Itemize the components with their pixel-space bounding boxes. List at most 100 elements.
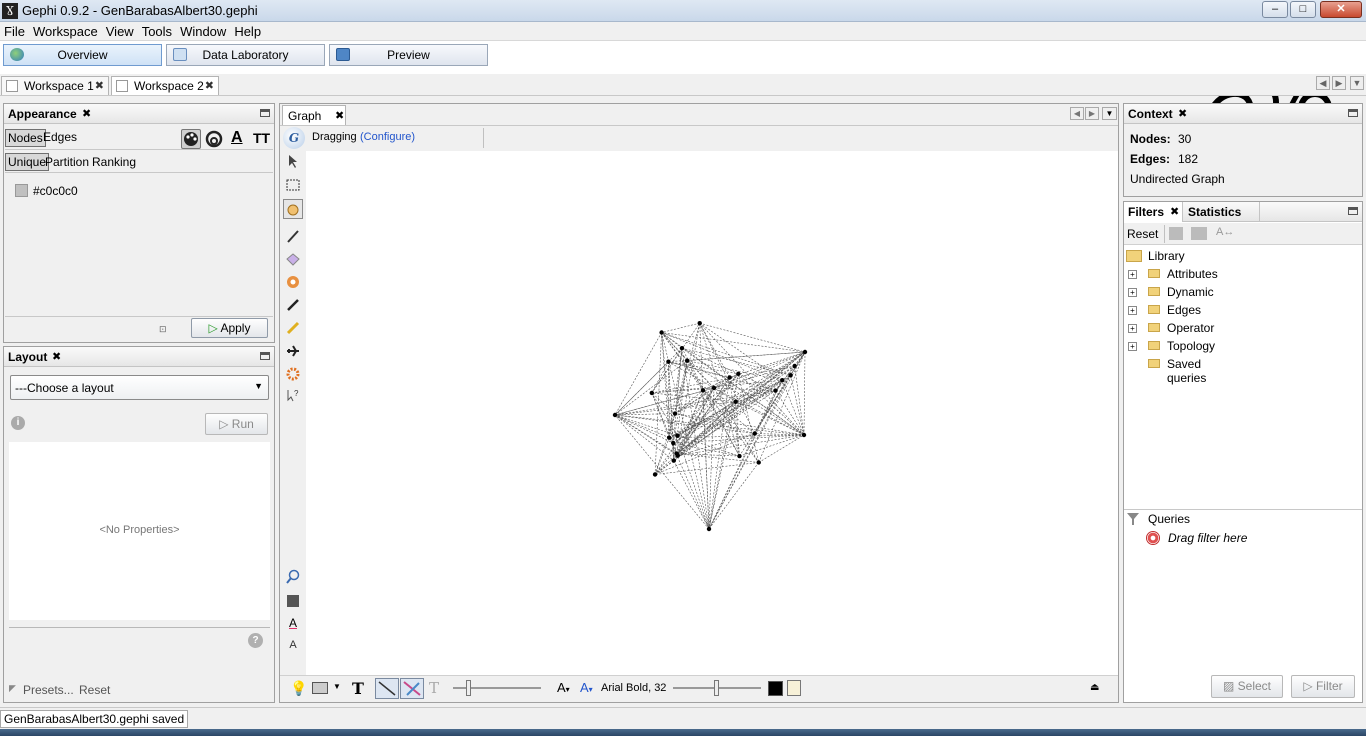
graph-node[interactable] — [773, 388, 778, 393]
menu-workspace[interactable]: Workspace — [32, 24, 98, 39]
expand-toolbar-icon[interactable]: ⏏ — [1090, 682, 1100, 693]
graph-node[interactable] — [711, 385, 717, 391]
chevron-down-icon[interactable]: ▼ — [333, 682, 341, 691]
minimize-button[interactable]: – — [1262, 1, 1288, 18]
size-icon[interactable] — [205, 130, 223, 148]
expand-icon[interactable]: + — [1128, 342, 1137, 351]
link-icon[interactable]: ⊡ — [159, 324, 167, 334]
expand-icon[interactable]: + — [1128, 324, 1137, 333]
reset-link[interactable]: Reset — [79, 683, 111, 697]
unique-tab[interactable]: Unique — [5, 153, 50, 171]
minimize-panel-icon[interactable] — [260, 109, 270, 117]
drag-hand-icon[interactable] — [283, 199, 303, 219]
close-tab-icon[interactable]: ✖ — [335, 110, 345, 122]
scroll-left-icon[interactable]: ◀ — [1316, 76, 1330, 90]
graph-node[interactable] — [792, 363, 797, 369]
maximize-button[interactable]: □ — [1290, 1, 1316, 18]
gear-icon[interactable] — [285, 366, 301, 382]
tab-filters[interactable]: Filters ✖ — [1124, 202, 1183, 222]
scroll-right-icon[interactable]: ▶ — [1085, 107, 1099, 120]
graph-node[interactable] — [675, 453, 681, 458]
graph-node[interactable] — [802, 349, 808, 355]
apply-button[interactable]: ▷ Apply — [191, 318, 268, 338]
graph-node[interactable] — [659, 330, 664, 335]
color-swatch[interactable] — [15, 184, 28, 197]
tab-graph[interactable]: Graph ✖ — [282, 105, 346, 125]
tab-statistics[interactable]: Statistics — [1184, 202, 1260, 222]
slider-thumb[interactable] — [466, 680, 471, 696]
clipboard-icon[interactable] — [787, 680, 801, 696]
run-button[interactable]: ▷ Run — [205, 413, 268, 435]
expand-icon[interactable]: + — [1128, 288, 1137, 297]
graph-node[interactable] — [780, 377, 785, 383]
graph-node[interactable] — [684, 358, 690, 363]
close-button[interactable]: ✕ — [1320, 1, 1362, 18]
font-decrease-icon[interactable]: A▾ — [557, 680, 570, 695]
label-font-icon[interactable]: A — [289, 639, 297, 651]
graph-node[interactable] — [679, 345, 685, 351]
filter-button[interactable]: ▷ Filter — [1291, 675, 1355, 698]
graph-node[interactable] — [756, 460, 761, 465]
auto-refresh-icon[interactable]: A↔ — [1216, 226, 1235, 238]
graph-node[interactable] — [666, 359, 671, 364]
menu-help[interactable]: Help — [234, 24, 262, 39]
tabs-dropdown-icon[interactable]: ▼ — [1350, 76, 1364, 90]
show-labels-icon[interactable]: T — [352, 679, 364, 698]
graph-node[interactable] — [666, 435, 672, 440]
rectangle-select-icon[interactable] — [285, 177, 301, 193]
graph-node[interactable] — [727, 375, 732, 380]
lightbulb-icon[interactable]: 💡 — [290, 680, 308, 696]
edge-scale-slider[interactable] — [453, 687, 541, 689]
background-color-icon[interactable] — [285, 593, 301, 609]
graph-node[interactable] — [672, 411, 678, 416]
pencil-icon[interactable] — [285, 297, 301, 313]
library-label[interactable]: Library — [1148, 249, 1185, 263]
close-panel-icon[interactable]: ✖ — [1178, 108, 1188, 120]
select-button[interactable]: ▨ Select — [1211, 675, 1283, 698]
screenshot-icon[interactable] — [312, 682, 328, 694]
close-panel-icon[interactable]: ✖ — [82, 108, 92, 120]
slider-thumb[interactable] — [714, 680, 719, 696]
graph-node[interactable] — [752, 431, 757, 436]
export-icon[interactable] — [1169, 227, 1183, 240]
partition-tab[interactable]: Partition — [45, 155, 90, 169]
scroll-right-icon[interactable]: ▶ — [1332, 76, 1346, 90]
color-palette-icon[interactable] — [181, 129, 201, 149]
filters-reset-button[interactable]: Reset — [1127, 227, 1159, 241]
graph-node[interactable] — [649, 390, 655, 396]
preview-button[interactable]: Preview — [329, 44, 488, 66]
graph-node[interactable] — [733, 399, 738, 404]
expand-icon[interactable]: + — [1128, 306, 1137, 315]
minimize-panel-icon[interactable] — [1348, 207, 1358, 215]
graph-node[interactable] — [697, 320, 702, 326]
presets-link[interactable]: Presets... — [23, 683, 74, 697]
graph-node[interactable] — [736, 371, 741, 377]
close-tab-icon[interactable]: ✖ — [94, 80, 104, 92]
tab-workspace-2[interactable]: Workspace 2 ✖ — [111, 76, 219, 95]
menu-file[interactable]: File — [4, 24, 25, 39]
drag-filter-hint[interactable]: Drag filter here — [1168, 531, 1248, 545]
airplane-icon[interactable] — [285, 343, 301, 359]
tab-workspace-1[interactable]: Workspace 1 ✖ — [1, 76, 109, 95]
graph-node[interactable] — [706, 526, 712, 532]
graph-node[interactable] — [612, 412, 618, 418]
select-arrow-icon[interactable] — [285, 153, 301, 169]
minimize-panel-icon[interactable] — [1348, 109, 1358, 117]
label-color-icon[interactable]: A — [231, 129, 243, 146]
edges-tab[interactable]: Edges — [43, 130, 78, 144]
edge-line-icon[interactable] — [375, 678, 399, 699]
help-icon[interactable]: ? — [248, 633, 263, 648]
close-tab-icon[interactable]: ✖ — [204, 80, 214, 92]
menu-tools[interactable]: Tools — [141, 24, 173, 39]
close-tab-icon[interactable]: ✖ — [1170, 206, 1180, 218]
menu-window[interactable]: Window — [180, 24, 227, 39]
brush-icon[interactable] — [285, 228, 301, 244]
ranking-tab[interactable]: Ranking — [92, 155, 137, 169]
graph-node[interactable] — [652, 472, 658, 477]
minimize-panel-icon[interactable] — [260, 352, 270, 360]
label-size-icon[interactable]: TT — [253, 130, 271, 146]
tabs-dropdown-icon[interactable]: ▼ — [1102, 107, 1117, 120]
overview-button[interactable]: Overview — [3, 44, 162, 66]
network-graph[interactable] — [307, 151, 1117, 675]
label-color-swatch[interactable] — [768, 681, 783, 696]
